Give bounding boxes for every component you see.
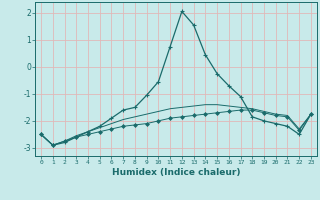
X-axis label: Humidex (Indice chaleur): Humidex (Indice chaleur) — [112, 168, 240, 177]
